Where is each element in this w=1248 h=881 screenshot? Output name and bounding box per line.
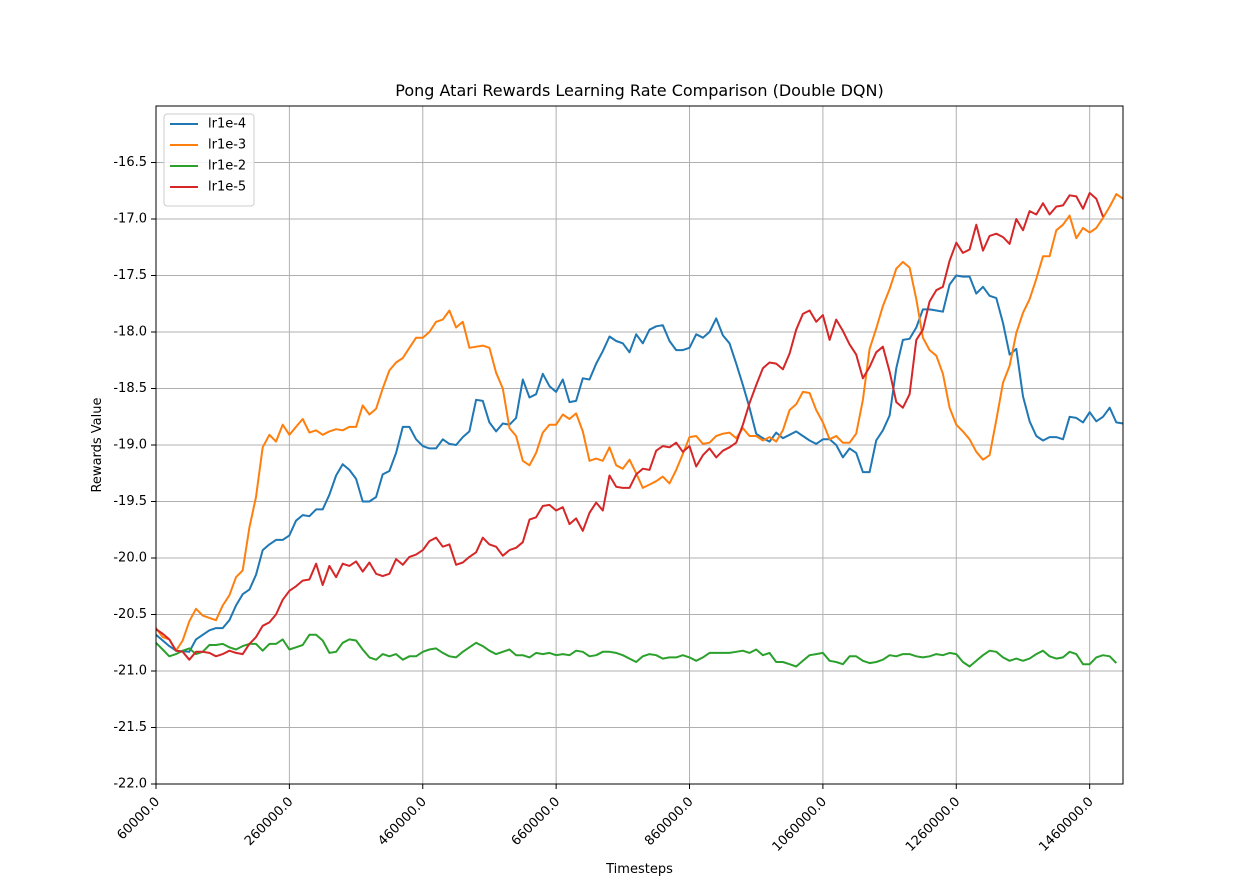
chart-title: Pong Atari Rewards Learning Rate Compari… <box>395 81 883 100</box>
series-line-lr1e-2 <box>155 633 1118 668</box>
legend: lr1e-4 lr1e-3 lr1e-2 lr1e-5 <box>163 113 255 207</box>
y-axis-title: Rewards Value <box>90 397 105 492</box>
y-axis-ticks: -22.0 -21.5 -21.0 -20.5 -20.0 -19.5 -19.0 -18.5… <box>113 155 156 792</box>
y-tick-label: -16.5 <box>113 155 147 170</box>
legend-label: lr1e-3 <box>208 138 246 153</box>
series-line-lr1e-5 <box>155 192 1104 661</box>
series-line-lr1e-4 <box>155 274 1124 653</box>
legend-label: lr1e-2 <box>208 159 246 174</box>
legend-label: lr1e-4 <box>208 117 246 132</box>
y-tick-label: -21.0 <box>113 664 147 679</box>
legend-box <box>163 113 255 207</box>
y-tick-label: -19.5 <box>113 494 147 509</box>
y-tick-label: -17.5 <box>113 268 147 283</box>
y-tick-label: -20.5 <box>113 607 147 622</box>
series-lines <box>155 192 1124 668</box>
x-axis-title: Timesteps <box>605 862 673 877</box>
y-tick-label: -18.5 <box>113 381 147 396</box>
y-tick-label: -19.0 <box>113 438 147 453</box>
series-line-lr1e-3 <box>155 193 1124 652</box>
y-tick-label: -22.0 <box>113 777 147 792</box>
y-tick-label: -20.0 <box>113 551 147 566</box>
y-tick-label: -17.0 <box>113 212 147 227</box>
y-tick-label: -21.5 <box>113 720 147 735</box>
y-tick-label: -18.0 <box>113 325 147 340</box>
legend-label: lr1e-5 <box>208 180 246 195</box>
